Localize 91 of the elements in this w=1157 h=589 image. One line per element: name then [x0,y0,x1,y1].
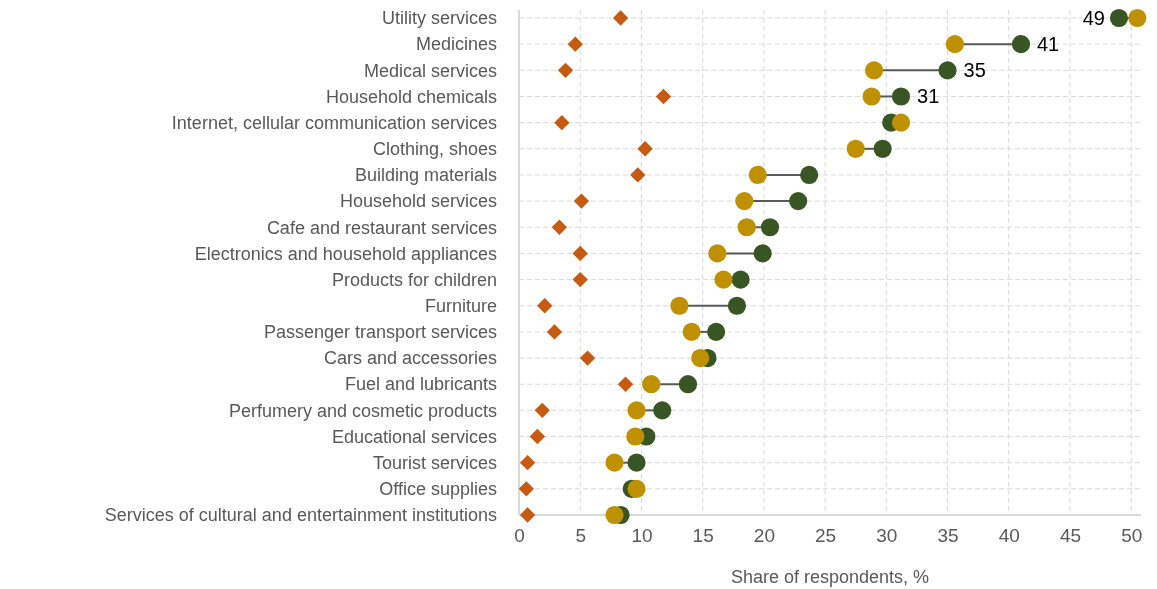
x-tick-label: 40 [998,525,1020,547]
point [753,244,772,263]
point [864,61,884,80]
y-tick-label: Building materials [354,165,497,186]
y-tick-label: Electronics and household appliances [194,243,497,264]
y-tick-label: Fuel and lubricants [344,374,497,395]
y-tick-label: Medicines [415,34,497,55]
point [727,296,747,315]
point [572,271,588,288]
point [891,113,911,132]
point [708,244,727,263]
point [551,219,568,235]
data-label: 35 [963,59,986,82]
point [529,428,546,445]
point [800,165,819,185]
x-tick-label: 30 [876,525,898,547]
y-tick-label: Utility services [381,8,497,29]
point [518,481,535,497]
point [605,505,624,525]
point [627,453,646,472]
point [554,114,570,131]
point [546,324,563,340]
y-tick-label: Clothing, shoes [372,139,497,160]
point [605,453,624,472]
point [626,427,645,446]
point [737,218,756,237]
y-tick-label: Internet, cellular communication services [171,112,497,133]
x-tick-label: 25 [815,525,837,547]
y-tick-label: Household services [339,191,497,212]
point [537,298,553,314]
x-tick-label: 5 [575,525,587,547]
point [627,479,646,498]
point [731,270,750,289]
point [945,35,964,54]
point [891,87,911,106]
point [938,61,957,80]
point [567,36,583,52]
point [682,322,701,341]
data-label: 49 [1082,7,1105,29]
y-tick-label: Office supplies [379,479,497,500]
point [1109,8,1129,28]
point [714,270,733,289]
point [637,141,653,157]
point [670,296,689,315]
point [653,401,672,420]
x-tick-label: 35 [937,525,959,547]
x-tick-label: 10 [631,525,653,547]
point [1011,35,1031,54]
point [519,455,536,471]
point [655,88,672,105]
point [862,87,881,106]
point [707,322,726,341]
y-tick-label: Household chemicals [325,86,497,107]
point [534,402,550,419]
point [579,350,596,366]
point [557,62,574,78]
y-tick-label: Furniture [424,296,497,316]
point [1128,8,1147,28]
point [873,139,892,158]
point [617,376,634,392]
x-tick-label: 0 [514,525,525,547]
data-label: 41 [1037,33,1060,56]
x-tick-label: 50 [1121,525,1143,547]
point [678,375,698,394]
y-tick-label: Cafe and restaurant services [266,217,497,238]
y-tick-label: Medical services [363,60,497,81]
point [573,193,590,209]
y-tick-label: Passenger transport services [263,322,497,343]
point [627,401,646,420]
x-tick-label: 20 [753,525,775,547]
data-label: 31 [917,85,940,108]
point [748,165,767,185]
point [572,245,588,262]
x-tick-label: 15 [692,525,714,547]
y-tick-label: Services of cultural and entertainment institutions [104,505,497,526]
point [735,192,754,211]
x-tick-label: 45 [1059,525,1082,547]
y-tick-label: Tourist services [372,452,497,473]
point [760,218,780,237]
point [691,348,710,368]
point [630,167,646,183]
point [642,375,661,394]
point [612,10,629,26]
y-tick-label: Cars and accessories [323,348,497,369]
y-tick-label: Products for children [331,269,497,290]
y-tick-label: Educational services [331,426,497,447]
point [519,507,536,523]
point [789,192,808,211]
point [846,139,865,158]
x-axis-title: Share of respondents, % [730,567,930,587]
y-tick-label: Perfumery and cosmetic products [228,400,497,421]
